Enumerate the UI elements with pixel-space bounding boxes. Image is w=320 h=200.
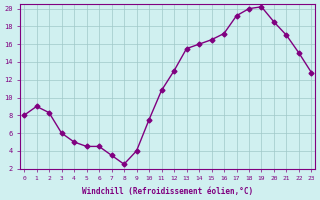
X-axis label: Windchill (Refroidissement éolien,°C): Windchill (Refroidissement éolien,°C) — [82, 187, 253, 196]
